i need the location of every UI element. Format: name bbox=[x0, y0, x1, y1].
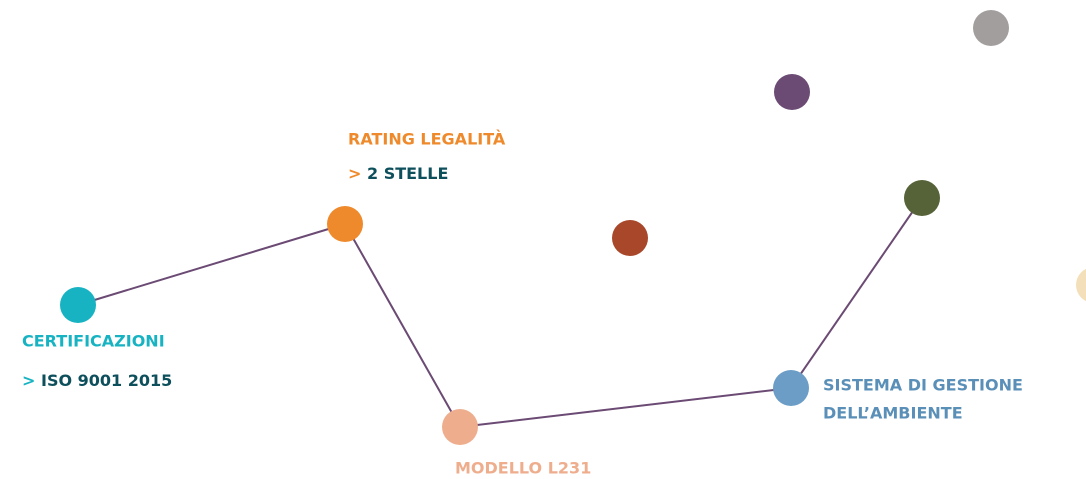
node-dot bbox=[773, 370, 809, 406]
dot bbox=[612, 220, 648, 256]
node-label: DELL’AMBIENTE bbox=[823, 404, 963, 423]
node-detail: > ISO 9001 2015 bbox=[22, 371, 172, 390]
node-label: MODELLO L231 bbox=[455, 459, 591, 478]
detail-text: 2 STELLE bbox=[367, 164, 448, 183]
connector bbox=[459, 387, 792, 428]
marker: > bbox=[22, 371, 35, 390]
dot bbox=[904, 180, 940, 216]
node-dot bbox=[442, 409, 478, 445]
node-label: RATING LEGALITÀ bbox=[348, 130, 506, 149]
detail-text: ISO 9001 2015 bbox=[41, 371, 172, 390]
connectors bbox=[77, 197, 923, 428]
node-dot bbox=[327, 206, 363, 242]
marker: > bbox=[348, 164, 361, 183]
dot bbox=[973, 10, 1009, 46]
dot bbox=[1076, 268, 1086, 302]
node-label: CERTIFICAZIONI bbox=[22, 332, 165, 351]
node-dot bbox=[60, 287, 96, 323]
node-detail: > 2 STELLE bbox=[348, 164, 448, 183]
connector bbox=[344, 223, 461, 428]
dot bbox=[774, 74, 810, 110]
connector bbox=[790, 197, 923, 389]
node-label: SISTEMA DI GESTIONE bbox=[823, 376, 1023, 395]
connector bbox=[77, 223, 346, 306]
